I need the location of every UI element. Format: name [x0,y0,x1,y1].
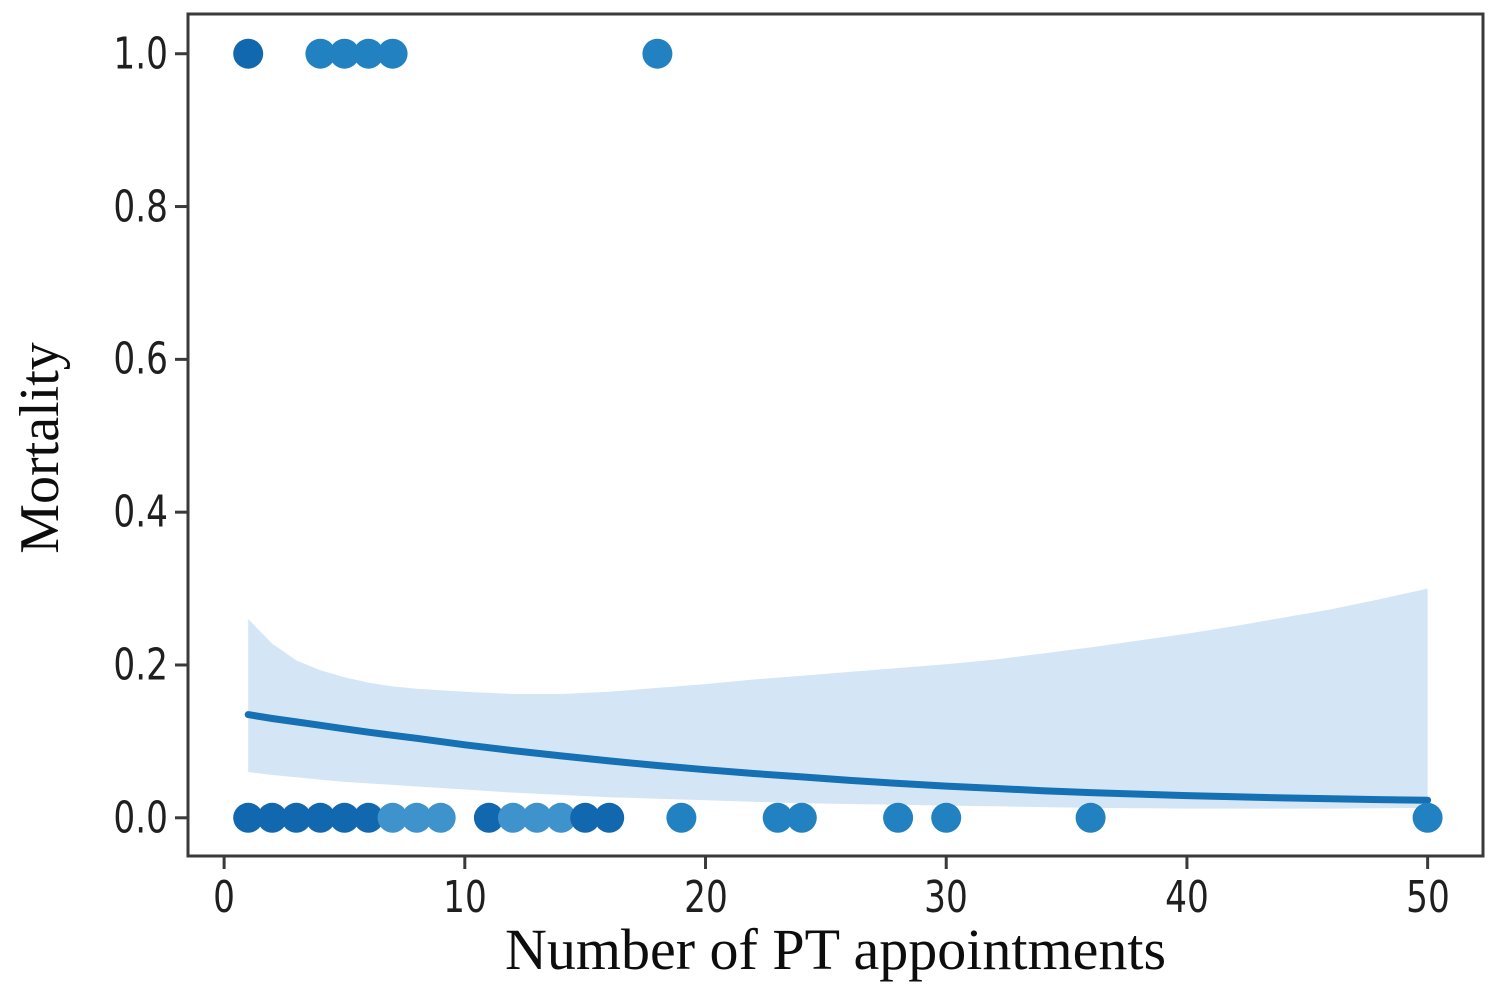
data-point [377,802,408,833]
data-point [1412,802,1443,833]
data-point [353,802,384,833]
data-point [377,38,408,69]
data-point [329,802,360,833]
x-tick-label: 0 [213,872,236,923]
plot-spines [186,12,1485,858]
y-tick-label: 0.6 [113,333,168,385]
y-axis-label: Mortality [9,342,71,554]
x-tick-label: 40 [1165,872,1209,923]
data-point [642,38,673,69]
data-point [666,802,697,833]
y-tick-label: 1.0 [113,28,168,80]
data-point [522,802,552,833]
data-point [401,802,432,833]
data-point [305,802,336,833]
data-point [257,802,288,833]
data-point [594,802,625,833]
data-point [425,802,456,833]
data-point [931,802,962,833]
data-point [1075,802,1106,833]
data-point [473,802,504,833]
confidence-band [248,588,1428,809]
x-tick-label: 20 [683,872,728,923]
data-point [546,802,577,833]
data-point [329,38,360,69]
data-point [281,802,312,833]
y-tick-label: 0.8 [113,181,168,233]
data-point [883,802,914,833]
y-tick-label: 0.2 [113,639,168,691]
y-tick-label: 0.4 [113,486,168,538]
data-point [570,802,601,833]
data-point [786,802,817,833]
data-point [305,38,336,69]
data-point [233,38,264,69]
x-axis-label: Number of PT appointments [504,917,1167,982]
data-point [353,38,384,69]
regression-line [244,711,1432,804]
y-tick-label: 0.0 [113,792,168,844]
x-tick-label: 30 [924,872,969,923]
data-point [762,802,793,833]
data-point [233,802,264,833]
x-tick-label: 10 [442,872,487,923]
x-tick-label: 50 [1405,872,1450,923]
data-point [498,802,528,833]
